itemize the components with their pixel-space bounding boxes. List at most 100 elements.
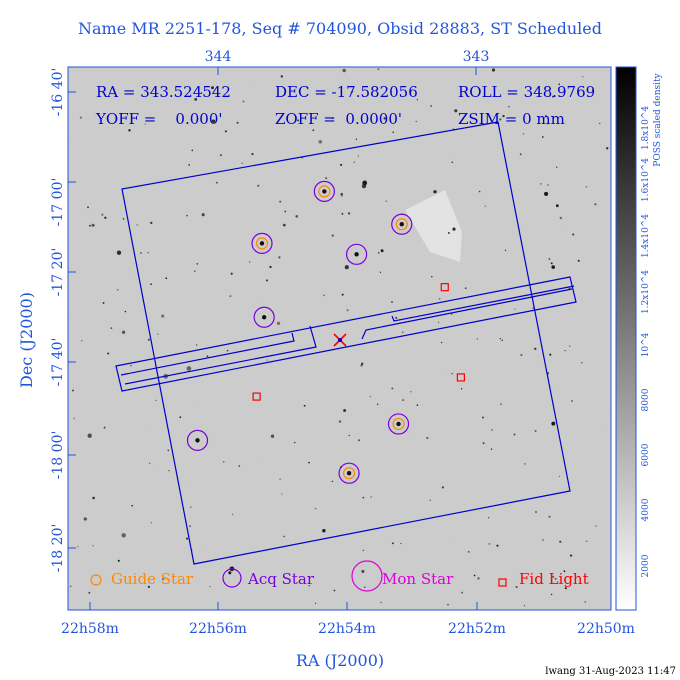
background-star — [136, 224, 138, 226]
background-star — [279, 478, 281, 480]
fid-light-0 — [440, 283, 449, 292]
background-star — [341, 195, 343, 197]
background-star — [91, 223, 95, 227]
background-star — [209, 585, 211, 588]
background-star — [269, 265, 272, 269]
background-star — [325, 177, 328, 180]
background-star — [228, 571, 232, 575]
background-star — [546, 123, 548, 125]
acq-star-3 — [346, 243, 368, 265]
star-core-1 — [399, 222, 404, 227]
background-star — [542, 539, 544, 541]
background-star — [241, 162, 243, 164]
info-overlay: RA = 343.524542 DEC = -17.582056 ROLL = … — [95, 83, 595, 128]
background-star — [131, 504, 134, 507]
background-star — [502, 114, 505, 118]
background-star — [224, 130, 227, 133]
background-star — [519, 153, 522, 156]
background-star — [257, 184, 260, 187]
background-star — [103, 426, 106, 429]
background-star — [482, 416, 484, 419]
background-star — [188, 164, 191, 166]
background-star — [585, 185, 588, 188]
background-star — [251, 153, 254, 156]
background-star — [402, 399, 405, 402]
guide-star-4 — [342, 467, 356, 480]
background-star — [104, 216, 107, 219]
background-star — [117, 559, 120, 562]
background-star — [391, 387, 394, 390]
background-star — [437, 321, 440, 323]
background-star — [124, 310, 127, 313]
background-star — [548, 515, 551, 518]
background-star — [362, 180, 368, 186]
background-star — [341, 212, 344, 215]
background-star — [464, 287, 467, 290]
background-star — [535, 511, 537, 513]
background-star — [377, 68, 380, 71]
background-star — [101, 213, 104, 216]
background-star — [226, 349, 229, 352]
background-star — [121, 330, 126, 334]
background-star — [211, 86, 214, 90]
background-star — [294, 441, 296, 444]
acq-star-7 — [338, 462, 360, 484]
background-star — [70, 585, 72, 587]
y-axis-label: Dec (J2000) — [17, 292, 36, 388]
background-star — [87, 206, 89, 209]
background-star — [295, 215, 298, 218]
background-star — [558, 475, 561, 478]
x-axis-label: RA (J2000) — [296, 651, 384, 670]
yoff-readout: YOFF = 0.000' — [95, 110, 223, 128]
background-star — [331, 117, 334, 120]
background-star — [478, 190, 481, 193]
background-star — [488, 543, 491, 545]
background-star — [559, 216, 562, 220]
background-star — [550, 593, 553, 596]
background-star — [361, 362, 364, 365]
background-star — [520, 354, 523, 357]
background-star — [433, 190, 437, 194]
star-core-4 — [261, 315, 267, 320]
zoff-readout: ZOFF = 0.0000' — [275, 110, 402, 128]
background-star — [165, 277, 168, 280]
legend-guide-label: Guide Star — [111, 570, 194, 588]
guide-star-2 — [255, 237, 269, 250]
star-core-0 — [322, 189, 327, 194]
background-star — [92, 496, 95, 500]
background-star — [282, 223, 286, 227]
background-star — [551, 265, 555, 269]
background-star — [491, 68, 496, 72]
background-star — [431, 275, 433, 278]
bottom-tick-4: 22h50m — [577, 621, 635, 637]
legend-mon-icon — [351, 560, 383, 592]
colorbar-tick-3: 8000 — [641, 388, 651, 411]
acq-star-2 — [251, 232, 273, 254]
background-star — [500, 403, 502, 405]
background-star — [504, 249, 507, 251]
background-star — [383, 117, 386, 120]
dec-readout: DEC = -17.582056 — [275, 83, 418, 101]
background-star — [248, 261, 251, 263]
background-star — [534, 430, 537, 432]
background-star — [491, 429, 493, 431]
fid-light-1 — [456, 373, 465, 382]
background-star — [550, 262, 553, 265]
background-star — [361, 569, 365, 573]
background-star — [426, 436, 429, 440]
background-star — [314, 602, 317, 604]
background-star — [211, 119, 216, 123]
colorbar-tick-2: 6000 — [641, 443, 651, 466]
background-star — [595, 525, 597, 527]
background-star — [341, 293, 344, 296]
background-star — [342, 68, 346, 73]
background-star — [194, 97, 198, 101]
acq-star-6 — [387, 413, 410, 435]
background-star — [266, 359, 269, 361]
background-star — [219, 154, 222, 157]
background-star — [476, 338, 478, 340]
background-star — [402, 331, 404, 333]
background-star — [451, 161, 454, 164]
background-star — [582, 76, 584, 78]
